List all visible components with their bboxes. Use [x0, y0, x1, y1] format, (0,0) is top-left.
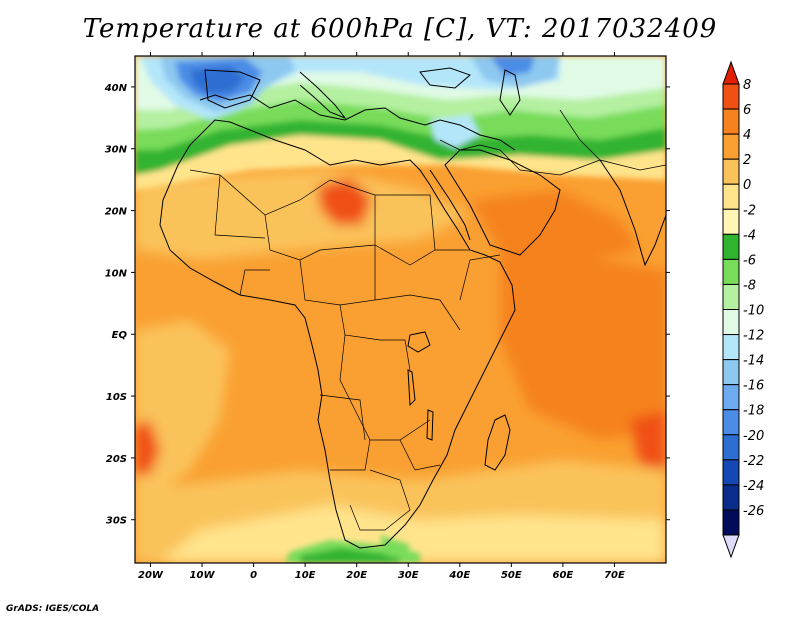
colorbar-extend-top — [722, 60, 740, 85]
colorbar-label: -14 — [743, 354, 764, 369]
colorbar-label: -6 — [743, 253, 756, 268]
field-zone-cold-center — [190, 66, 245, 94]
colorbar-box — [722, 208, 740, 235]
colorbar-label: 0 — [743, 178, 751, 193]
lake-malawi — [426, 409, 434, 441]
colorbar-box — [722, 509, 740, 536]
colorbar-label: -22 — [743, 454, 764, 469]
field-zone-indian-hot — [630, 410, 666, 470]
colorbar-label: -20 — [743, 429, 764, 444]
field-zone-atlantic-pale — [135, 320, 230, 500]
field-zone-arabia-warm — [470, 190, 640, 265]
y-tick-label: 30S — [106, 516, 127, 527]
field-zone-east-med-cold — [430, 115, 480, 148]
colorbar-label: 6 — [743, 103, 751, 118]
colorbar-box — [722, 158, 740, 185]
x-tick-label: 40E — [448, 570, 470, 581]
colorbar-label: -26 — [743, 504, 764, 519]
colorbar-box — [722, 434, 740, 461]
colorbar-label: -12 — [743, 329, 764, 344]
y-tick-label: EQ — [112, 330, 128, 341]
y-tick-label: 30N — [105, 145, 128, 156]
field-zone-south-yellow — [160, 505, 666, 563]
colorbar-box — [722, 233, 740, 260]
colorbar-box — [722, 384, 740, 411]
red-sea-coastline — [429, 169, 471, 241]
colorbar-label: 2 — [743, 153, 751, 168]
colorbar-box — [722, 183, 740, 210]
colorbar-box — [722, 133, 740, 160]
x-tick-label: 30E — [398, 570, 419, 581]
colorbar-box — [722, 83, 740, 110]
field-zone-north-yellow — [135, 128, 666, 190]
grads-credit: GrADS: IGES/COLA — [6, 604, 100, 614]
y-tick-label: 40N — [104, 83, 128, 94]
colorbar-box — [722, 334, 740, 361]
italy-coastline — [299, 71, 347, 120]
colorbar-box — [722, 283, 740, 311]
field-zone-asia-core — [490, 56, 535, 76]
colorbar-box — [722, 258, 740, 285]
colorbar-box — [722, 484, 740, 511]
x-tick-label: 50E — [501, 570, 522, 581]
y-tick-label: 10S — [106, 392, 127, 403]
colorbar-label: -16 — [743, 379, 764, 394]
lake-victoria — [407, 331, 431, 353]
colorbar-label: -4 — [743, 228, 756, 243]
y-tick-label: 20S — [106, 454, 127, 465]
x-tick-label: 10E — [295, 570, 316, 581]
x-tick-label: 60E — [553, 570, 574, 581]
black-sea-coastline — [419, 67, 471, 89]
field-zone-natal-green — [380, 535, 410, 560]
x-tick-label: 70E — [604, 570, 625, 581]
colorbar-box — [722, 409, 740, 436]
colorbar-label: -24 — [743, 479, 764, 494]
country-borders — [189, 109, 666, 531]
colorbar: 8 6 4 2 0 -2 -4 -6 -8 -10 -12 -14 -16 -18 -20 -22 -24 -26 — [722, 60, 764, 559]
india-coastline — [599, 159, 666, 267]
colorbar-box — [722, 108, 740, 135]
colorbar-label: -18 — [743, 404, 764, 419]
colorbar-label: -10 — [743, 304, 764, 319]
y-tick-label: 10N — [105, 268, 128, 279]
madagascar-coastline — [484, 414, 511, 471]
x-tick-label: 0 — [250, 570, 257, 581]
caspian-coastline — [499, 69, 521, 116]
x-axis: 20W 10W 0 10E 20E 30E 40E 50E 60E 70E — [138, 52, 625, 581]
colorbar-extend-bottom — [722, 534, 740, 559]
europe-coastline — [199, 94, 516, 151]
colorbar-box — [722, 309, 740, 336]
y-axis: 40N 30N 20N 10N EQ 10S 20S 30S — [104, 83, 670, 527]
field-zone-atlantic-hot — [135, 420, 160, 475]
colorbar-box — [722, 459, 740, 486]
arabia-coastline — [444, 149, 561, 256]
field-zone-indian-warm — [500, 230, 666, 440]
plot-frame — [134, 55, 667, 564]
y-tick-label: 20N — [105, 207, 128, 218]
lake-tanganyika — [407, 369, 416, 407]
chart-title: Temperature at 600hPa [C], VT: 201703240… — [82, 14, 718, 44]
colorbar-label: -8 — [743, 278, 756, 293]
coastlines — [159, 67, 666, 549]
colorbar-label: 4 — [743, 128, 751, 143]
field-zone-ocean-warm — [520, 245, 552, 285]
x-tick-label: 20W — [138, 570, 164, 581]
x-tick-label: 10W — [190, 570, 216, 581]
colorbar-label: -2 — [743, 203, 756, 218]
x-tick-label: 20E — [346, 570, 367, 581]
colorbar-box — [722, 359, 740, 386]
temperature-field — [135, 56, 666, 563]
colorbar-label: 8 — [743, 78, 751, 93]
africa-coastline — [159, 119, 516, 549]
field-zone-south-darkgreen — [300, 548, 400, 563]
iberia-coastline — [204, 69, 261, 109]
